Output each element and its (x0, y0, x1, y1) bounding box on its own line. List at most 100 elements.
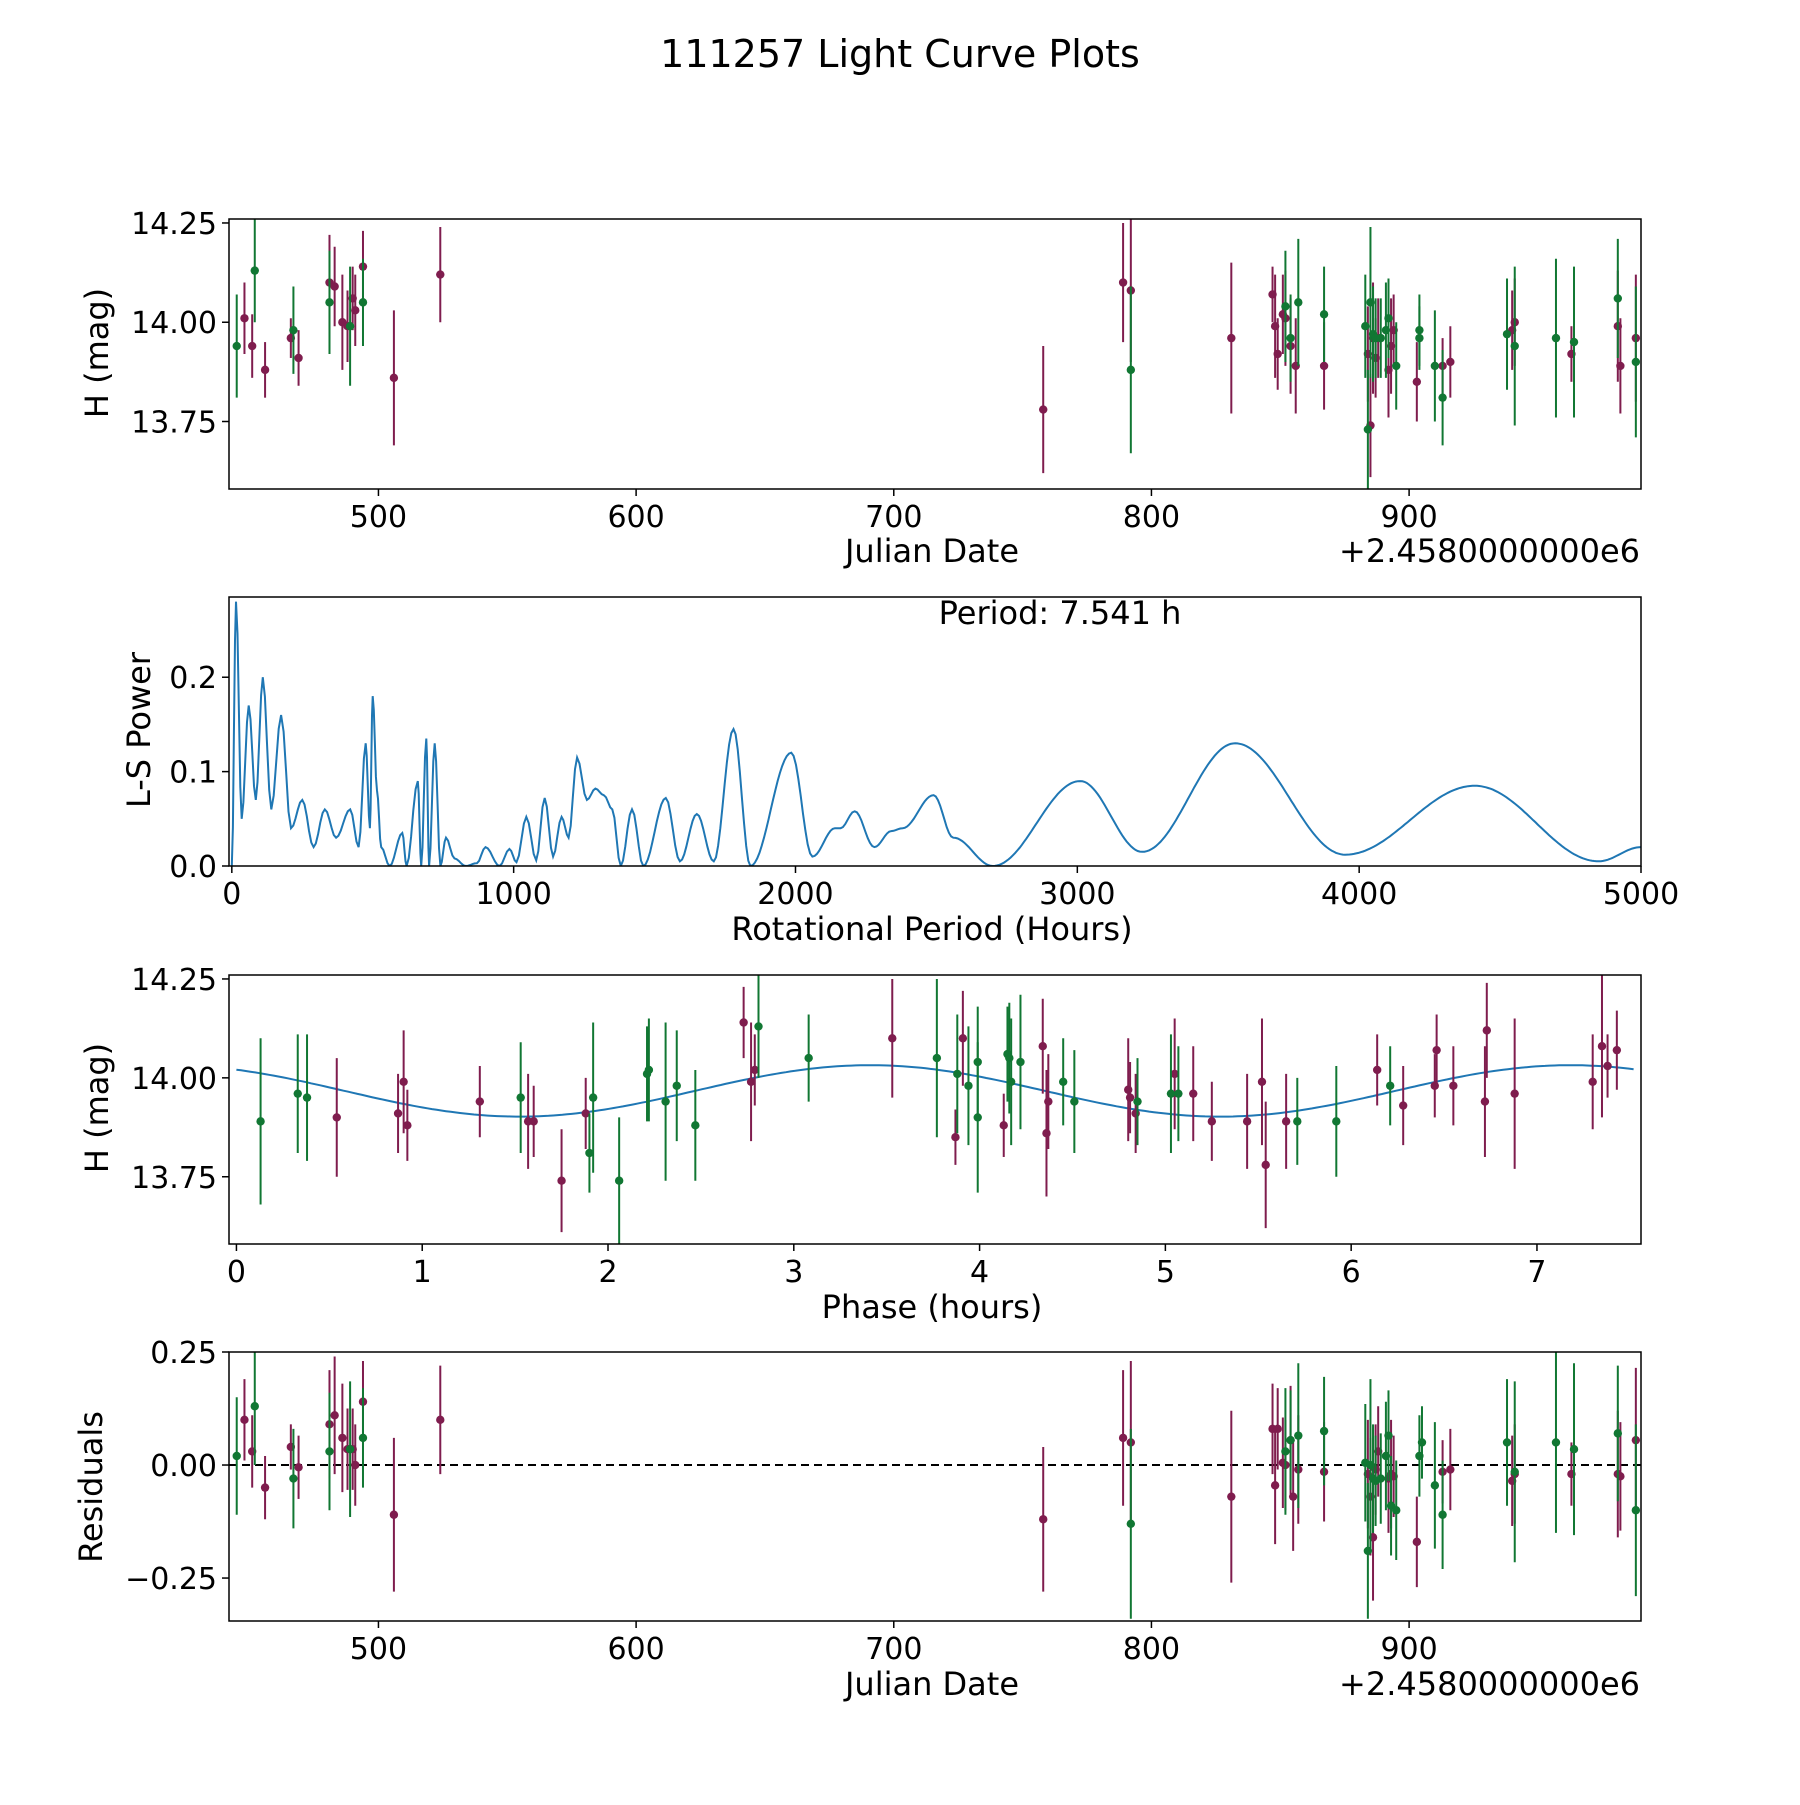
light-curve-band-1-point (1319, 361, 1329, 371)
phased-band-2-point (672, 1081, 681, 1090)
residuals-band-2-point (250, 1402, 259, 1411)
phased-band-1-point (529, 1117, 538, 1126)
light-curve-x-tick-label: 800 (1123, 500, 1180, 535)
residuals-band-1-point (1412, 1537, 1422, 1547)
residuals-plot-area (229, 1352, 1641, 1619)
residuals-x-tick-label: 600 (607, 1632, 664, 1667)
light-curve-ylabel: H (mag) (78, 288, 116, 418)
residuals-band-2-point (1286, 1435, 1295, 1445)
residuals-band-1-point (1227, 1492, 1236, 1501)
light-curve-band-1-point (1616, 361, 1625, 371)
phased-band-1-point (1125, 1093, 1135, 1102)
phased-light-curve-panel: Phase (hours) H (mag) 0 1 2 3 4 5 6 7 13.75 14.00… (78, 963, 1642, 1326)
residuals-axes-frame (228, 1351, 1642, 1622)
periodogram-plot-area (230, 601, 1641, 866)
light-curve-offset-label: +2.4580000000e6 (1339, 532, 1640, 570)
periodogram-x-tick-label: 3000 (1039, 877, 1115, 912)
phased-band-1-point (1372, 1065, 1382, 1075)
phased-band-1-point (951, 1132, 960, 1142)
light-curve-band-1-point (1412, 377, 1422, 386)
phased-xlabel: Phase (hours) (822, 1288, 1043, 1326)
phased-x-tick-label: 3 (784, 1255, 803, 1290)
residuals-x-tick-label: 500 (350, 1632, 407, 1667)
residuals-band-2-point (1417, 1438, 1427, 1447)
light-curve-band-2-point (358, 298, 368, 307)
light-curve-band-1-point (436, 270, 445, 279)
light-curve-band-2-point (1361, 322, 1370, 331)
phased-band-1-point (1597, 1042, 1607, 1051)
periodogram-x-tick-label: 5000 (1603, 877, 1679, 912)
phased-band-1-point (1612, 1045, 1622, 1055)
residuals-band-2-point (1392, 1506, 1401, 1515)
residuals-y-tick-label: 0.00 (150, 1449, 217, 1484)
phased-band-2-point (1166, 1089, 1176, 1098)
light-curve-band-2-point (1384, 314, 1393, 323)
figure-title: 111257 Light Curve Plots (660, 32, 1140, 76)
light-curve-y-tick-label: 14.00 (131, 306, 217, 341)
phased-band-1-point (1432, 1045, 1441, 1055)
residuals-band-1-point (1118, 1433, 1128, 1443)
residuals-offset-label: +2.4580000000e6 (1339, 1665, 1640, 1703)
phased-x-tick-label: 0 (227, 1255, 246, 1290)
residuals-band-2-point (1510, 1467, 1519, 1477)
phased-y-tick-label: 14.25 (131, 963, 217, 998)
light-curve-band-2-point (325, 298, 334, 307)
light-curve-band-2-point (1631, 357, 1641, 367)
periodogram-xlabel: Rotational Period (Hours) (731, 910, 1132, 948)
phased-y-tick-label: 13.75 (131, 1161, 217, 1196)
periodogram-x-tick-label: 0 (222, 877, 241, 912)
phased-band-2-point (932, 1053, 942, 1063)
residuals-band-1-point (1039, 1515, 1048, 1524)
light-curve-panel: Julian Date H (mag) +2.4580000000e6 500 6… (78, 207, 1642, 570)
light-curve-band-1-point (1227, 333, 1236, 343)
residuals-band-2-point (325, 1447, 334, 1456)
light-curve-band-1-point (1273, 349, 1282, 359)
periodogram-x-tick-label: 2000 (757, 877, 833, 912)
light-curve-band-2-point (250, 266, 259, 275)
residuals-y-tick-label: 0.25 (150, 1336, 217, 1371)
phased-band-2-point (1005, 1053, 1014, 1063)
residuals-ylabel: Residuals (72, 1411, 110, 1563)
light-curve-band-2-point (1392, 361, 1401, 371)
phased-band-2-point (1332, 1117, 1341, 1126)
phased-band-1-point (888, 1034, 897, 1043)
light-curve-band-1-point (1118, 278, 1128, 287)
phased-band-1-point (1398, 1101, 1408, 1110)
periodogram-axes-frame (228, 596, 1642, 867)
light-curve-band-1-point (247, 341, 257, 351)
light-curve-y-tick-label: 13.75 (131, 406, 217, 441)
residuals-band-1-point (351, 1460, 360, 1470)
phased-x-tick-label: 1 (413, 1255, 432, 1290)
light-curve-band-2-point (1569, 337, 1579, 347)
phased-band-1-point (1131, 1109, 1140, 1118)
light-curve-band-1-point (389, 373, 399, 383)
phased-band-2-point (614, 1176, 624, 1185)
light-curve-band-2-point (1430, 361, 1440, 371)
light-curve-band-1-point (1039, 405, 1048, 414)
phased-band-1-point (393, 1109, 403, 1118)
phased-band-2-point (1385, 1081, 1395, 1090)
residuals-band-2-point (1502, 1438, 1512, 1447)
light-curve-band-2-point (1551, 333, 1561, 343)
phased-band-2-point (644, 1065, 654, 1075)
phased-band-1-point (1124, 1085, 1133, 1094)
residuals-band-2-point (289, 1474, 298, 1483)
residuals-x-tick-label: 700 (865, 1632, 922, 1667)
light-curve-band-2-point (1502, 329, 1512, 339)
phased-band-2-point (1133, 1097, 1142, 1106)
periodogram-y-tick-label: 0.2 (169, 661, 217, 696)
residuals-band-2-point (1430, 1481, 1440, 1490)
phased-band-1-point (475, 1097, 485, 1106)
light-curve-y-tick-label: 14.25 (131, 207, 217, 242)
phased-band-2-point (804, 1053, 813, 1063)
periodogram-x-tick-label: 1000 (475, 877, 551, 912)
phased-band-2-point (1016, 1057, 1025, 1067)
periodogram-ylabel: L-S Power (120, 651, 158, 808)
residuals-band-1-point (260, 1483, 270, 1492)
phased-band-1-point (958, 1034, 968, 1043)
residuals-band-2-point (345, 1445, 355, 1454)
residuals-band-2-point (1319, 1426, 1329, 1436)
residuals-band-2-point (1384, 1431, 1393, 1440)
